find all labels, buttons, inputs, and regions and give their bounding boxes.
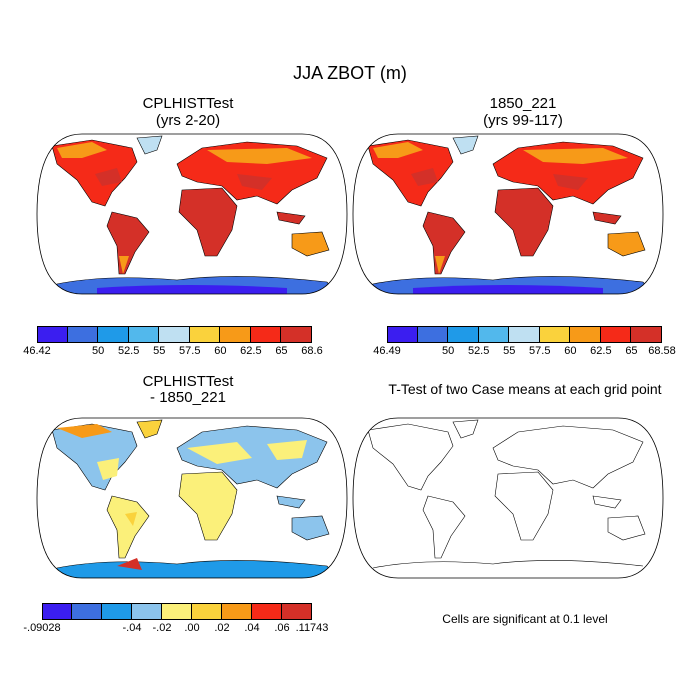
colorbar-swatch xyxy=(509,326,540,343)
colorbar-label: .06 xyxy=(274,622,290,634)
colorbar-swatch xyxy=(128,326,160,343)
colorbar-swatch xyxy=(192,603,222,620)
south-america xyxy=(106,211,150,275)
colorbar-diff: -.09028 -.04 -.02 .00 .02 .04 .06 .11743 xyxy=(23,603,328,634)
panel-diff-title: CPLHISTTest xyxy=(142,373,234,390)
colorbar-swatch xyxy=(189,326,221,343)
colorbar-label: 50 xyxy=(441,345,455,357)
colorbar-label: 60 xyxy=(214,345,227,357)
colorbar-label: 65 xyxy=(625,345,638,357)
colorbar-label: 65 xyxy=(275,345,288,357)
map-outline-ctrl xyxy=(352,133,664,295)
colorbar-swatch xyxy=(132,603,162,620)
colorbar-label: 52.5 xyxy=(117,345,140,357)
panel-test-title: CPLHISTTest xyxy=(142,95,234,112)
colorbar-swatch xyxy=(162,603,192,620)
colorbar-label: 57.5 xyxy=(179,345,201,357)
colorbar-swatch xyxy=(448,326,479,343)
colorbar-label: .11743 xyxy=(295,622,329,634)
colorbar-test: 46.42 50 52.5 55 57.5 60 62.5 65 68.6 xyxy=(23,326,323,357)
colorbar-label: 46.49 xyxy=(373,345,401,357)
colorbar-swatch xyxy=(570,326,601,343)
colorbar-swatch xyxy=(281,326,312,343)
figure-title: JJA ZBOT (m) xyxy=(293,63,407,83)
colorbar-label: 60 xyxy=(564,345,577,357)
colorbar-swatch xyxy=(252,603,282,620)
panel-ttest-title: T-Test of two Case means at each grid po… xyxy=(388,381,662,397)
map-outline-ttest xyxy=(352,417,664,579)
colorbar-swatch xyxy=(387,326,418,343)
colorbar-label: .02 xyxy=(214,622,230,634)
colorbar-swatch xyxy=(282,603,312,620)
colorbar-swatch xyxy=(539,326,571,343)
panel-diff-subtitle: - 1850_221 xyxy=(150,389,226,406)
colorbar-label: -.02 xyxy=(152,622,172,634)
colorbar-swatch xyxy=(220,326,251,343)
colorbar-label: 57.5 xyxy=(529,345,551,357)
colorbar-swatch xyxy=(159,326,190,343)
australia xyxy=(291,231,330,257)
colorbar-label: .00 xyxy=(184,622,200,634)
panel-ctrl-title: 1850_221 xyxy=(489,95,557,112)
colorbar-swatch xyxy=(67,326,99,343)
colorbar-swatch xyxy=(222,603,252,620)
colorbar-label: 68.58 xyxy=(648,345,676,357)
colorbar-label: 55 xyxy=(153,345,166,357)
colorbar-swatch xyxy=(631,326,662,343)
colorbar-swatch xyxy=(98,326,129,343)
colorbar-swatch xyxy=(37,326,68,343)
colorbar-label: .04 xyxy=(244,622,260,634)
colorbar-swatch xyxy=(102,603,132,620)
colorbar-label: 62.5 xyxy=(240,345,262,357)
colorbar-label: 62.5 xyxy=(590,345,612,357)
map-outline-test xyxy=(36,133,348,295)
colorbar-ctrl: 46.49 50 52.5 55 57.5 60 62.5 65 68.58 xyxy=(373,326,676,357)
colorbar-label: -.04 xyxy=(122,622,142,634)
colorbar-label: 46.42 xyxy=(23,345,51,357)
colorbar-label: 50 xyxy=(91,345,105,357)
colorbar-swatch xyxy=(72,603,102,620)
greenland xyxy=(136,135,163,155)
colorbar-swatch xyxy=(250,326,282,343)
colorbar-label: 55 xyxy=(503,345,516,357)
significance-note: Cells are significant at 0.1 level xyxy=(442,612,608,626)
panel-ctrl-subtitle: (yrs 99-117) xyxy=(483,112,563,129)
colorbar-swatch xyxy=(600,326,632,343)
colorbar-label: -.09028 xyxy=(23,622,61,634)
colorbar-label: 52.5 xyxy=(467,345,490,357)
colorbar-swatch xyxy=(478,326,510,343)
africa xyxy=(178,187,238,257)
panel-test-subtitle: (yrs 2-20) xyxy=(155,112,221,129)
map-outline-diff xyxy=(36,417,348,579)
colorbar-swatch xyxy=(417,326,449,343)
colorbar-label: 68.6 xyxy=(301,345,323,357)
colorbar-swatch xyxy=(42,603,72,620)
